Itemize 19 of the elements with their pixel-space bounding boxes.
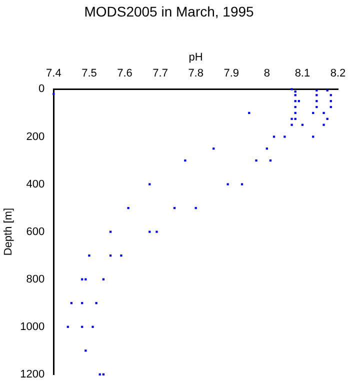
x-tick-label: 7.7	[152, 68, 168, 80]
y-tick-label: 800	[26, 273, 45, 286]
y-axis-title: Depth [m]	[2, 208, 15, 256]
y-tick-label: 1200	[20, 368, 45, 380]
y-tick-label: 0	[38, 83, 45, 96]
x-tick-label: 7.6	[117, 68, 132, 80]
y-tick-label: 400	[26, 178, 45, 190]
y-tick-label: 1000	[20, 320, 45, 333]
x-tick-label: 7.5	[82, 68, 97, 80]
x-tick-label: 8	[264, 68, 270, 80]
x-tick-label: 7.9	[224, 68, 240, 80]
x-axis-title: pH	[188, 51, 203, 64]
y-tick-label: 200	[26, 130, 45, 143]
x-tick-label: 7.8	[188, 68, 204, 80]
y-tick-label: 600	[26, 226, 45, 238]
x-tick-label: 7.4	[46, 68, 62, 80]
x-tick-label: 8.2	[330, 68, 346, 80]
x-tick-label: 8.1	[294, 68, 310, 80]
chart-title: MODS2005 in March, 1995	[84, 3, 254, 20]
